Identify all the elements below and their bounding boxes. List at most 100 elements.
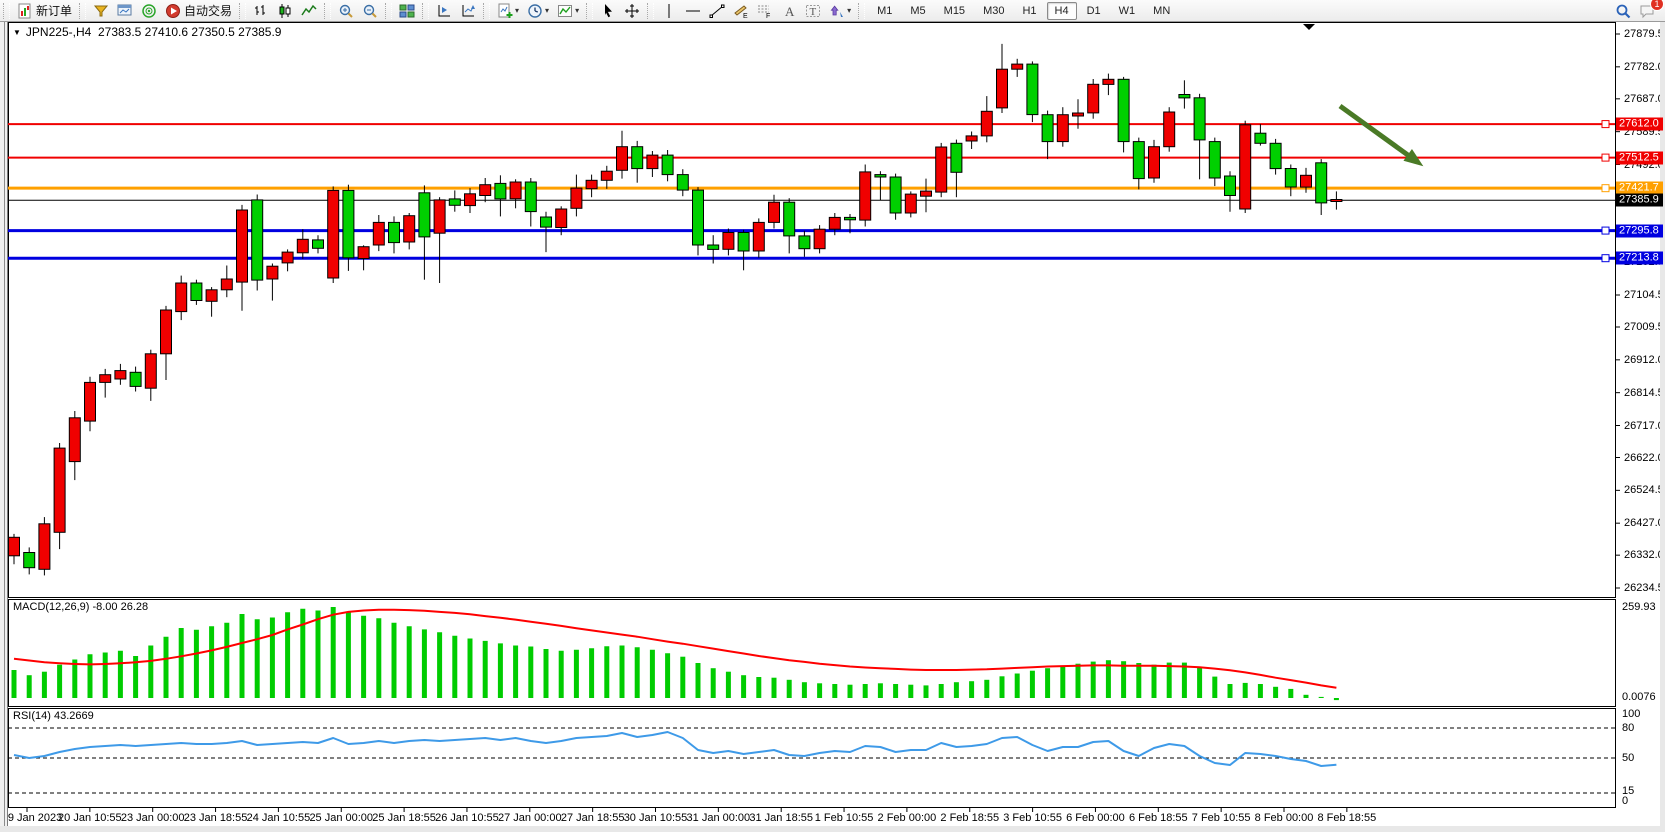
horizontal-line-27213.8[interactable]: [8, 254, 1615, 263]
horizontal-line-27295.8[interactable]: [8, 226, 1615, 235]
time-axis-label: 19 Jan 2023: [1, 812, 63, 824]
crosshair-button[interactable]: [620, 0, 644, 22]
timeframe-button-w1[interactable]: W1: [1118, 4, 1136, 17]
template-icon: [557, 3, 573, 19]
time-axis-label: 2 Feb 00:00: [877, 812, 937, 824]
sonar-button[interactable]: [137, 0, 161, 22]
arrange-b-button[interactable]: [456, 0, 480, 22]
tile-windows-icon: [399, 3, 415, 19]
price-axis-tick: 27782.0: [1624, 60, 1664, 73]
text-label-button[interactable]: T: [801, 0, 825, 22]
arrange-a-button[interactable]: [432, 0, 456, 22]
timeframe-group: M1 M5 M15 M30 H1 H4 D1 W1 MN: [868, 0, 1179, 22]
cursor-button[interactable]: [596, 0, 620, 22]
toolbar-group-7: [596, 0, 644, 22]
toolbar-group-3: [334, 0, 382, 22]
funnel-button[interactable]: [89, 0, 113, 22]
clock-button[interactable]: ▾: [523, 0, 553, 22]
line-chart-icon: [301, 3, 317, 19]
candle-chart-button[interactable]: [273, 0, 297, 22]
template-button[interactable]: ▾: [553, 0, 583, 22]
bar-chart-button[interactable]: [249, 0, 273, 22]
time-axis-label: 7 Feb 10:55: [1191, 812, 1251, 824]
new-order-icon: [17, 3, 33, 19]
toolbar-group-5: [432, 0, 480, 22]
time-axis-label: 3 Feb 10:55: [1003, 812, 1062, 824]
channel-button[interactable]: E: [729, 0, 753, 22]
trendline-button[interactable]: [705, 0, 729, 22]
search-button[interactable]: [1611, 0, 1635, 22]
macd-indicator-label: MACD(12,26,9) -8.00 26.28: [13, 601, 149, 613]
new-chart-icon: [497, 3, 513, 19]
svg-text:T: T: [810, 6, 817, 18]
chart-symbol-timeframe: JPN225-,H4: [25, 25, 92, 39]
new-chart-button[interactable]: ▾: [493, 0, 523, 22]
chart-ohlc-values: 27383.5 27410.6 27350.5 27385.9: [97, 25, 282, 39]
timeframe-button-m1[interactable]: M1: [877, 4, 893, 17]
fibonacci-button[interactable]: F: [753, 0, 777, 22]
chat-button[interactable]: 1: [1635, 0, 1664, 22]
toolbar-button-label: 新订单: [36, 4, 73, 18]
clock-icon: [527, 3, 543, 19]
line-chart-button[interactable]: [297, 0, 321, 22]
market-window-icon: [117, 3, 133, 19]
macd-axis-top-label: 259.93: [1622, 601, 1656, 613]
price-axis-tick: 26524.5: [1624, 484, 1664, 497]
price-axis-tick: 27879.5: [1624, 28, 1664, 40]
timeframe-button-m30[interactable]: M30: [983, 4, 1005, 17]
crosshair-icon: [624, 3, 640, 19]
horizontal-line-27421.7[interactable]: [8, 184, 1615, 193]
price-axis-tick: 27687.0: [1624, 92, 1664, 105]
new-order-button[interactable]: 新订单: [13, 0, 76, 22]
tile-windows-button[interactable]: [395, 0, 419, 22]
zoom-in-button[interactable]: [334, 0, 358, 22]
time-axis-label: 24 Jan 10:55: [246, 812, 311, 824]
price-axis-tick: 26814.5: [1624, 386, 1664, 399]
time-axis-label: 8 Feb 18:55: [1317, 812, 1377, 824]
timeframe-button-d1[interactable]: D1: [1086, 4, 1101, 17]
chart-collapse-icon[interactable]: ▼: [13, 28, 21, 37]
horizontal-line-27512.5[interactable]: [8, 153, 1615, 162]
hline-price-label: 27213.8: [1616, 251, 1663, 265]
text-button[interactable]: A: [777, 0, 801, 22]
trend-arrow-annotation[interactable]: [1338, 103, 1424, 167]
hline-button[interactable]: [681, 0, 705, 22]
hline-price-label: 27295.8: [1616, 224, 1663, 238]
cursor-icon: [600, 3, 616, 19]
candlestick-series[interactable]: [8, 43, 1343, 576]
chart-shift-marker: [1303, 24, 1315, 30]
candle-chart-icon: [277, 3, 293, 19]
timeframe-button-h1[interactable]: H1: [1022, 4, 1037, 17]
hline-price-label: 27421.7: [1616, 181, 1663, 195]
timeframe-button-mn[interactable]: MN: [1153, 4, 1171, 17]
text-icon: A: [781, 3, 797, 19]
market-window-button[interactable]: [113, 0, 137, 22]
zoom-out-button[interactable]: [358, 0, 382, 22]
auto-trading-button[interactable]: 自动交易: [161, 0, 236, 22]
timeframe-button-m5[interactable]: M5: [910, 4, 926, 17]
zoom-in-icon: [338, 3, 354, 19]
shapes-icon: [829, 3, 845, 19]
time-axis-label: 1 Feb 10:55: [814, 812, 874, 824]
channel-icon: E: [733, 3, 749, 19]
vline-button[interactable]: [657, 0, 681, 22]
shapes-button[interactable]: ▾: [825, 0, 855, 22]
window-left-edge: [0, 22, 8, 832]
timeframe-button-h4[interactable]: H4: [1046, 1, 1077, 20]
macd-axis-zero-label: 0.0076: [1622, 691, 1656, 703]
timeframe-button-m15[interactable]: M15: [943, 4, 966, 17]
time-axis-label: 8 Feb 00:00: [1254, 812, 1314, 824]
price-axis-tick: 27009.5: [1624, 320, 1664, 333]
toolbar-group-0: 新订单: [13, 0, 76, 22]
price-axis-tick: 26332.0: [1624, 549, 1664, 562]
time-axis-label: 31 Jan 18:55: [749, 812, 813, 824]
toolbar-separator: [586, 2, 594, 19]
toolbar-separator: [239, 2, 247, 19]
svg-text:A: A: [785, 4, 795, 19]
arrange-a-icon: [436, 3, 452, 19]
horizontal-line-27612.0[interactable]: [8, 120, 1615, 129]
chart-title: ▼ JPN225-,H4 27383.5 27410.6 27350.5 2738…: [13, 25, 281, 39]
toolbar-group-6: ▾ ▾ ▾: [493, 0, 583, 22]
